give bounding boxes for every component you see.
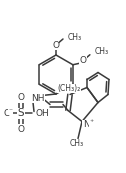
Text: O: O [18,93,24,102]
Text: CH₃: CH₃ [68,33,82,42]
Text: ⁻: ⁻ [8,106,12,115]
Text: OH: OH [36,109,50,118]
Text: O: O [4,109,10,118]
Text: (CH₃)₂: (CH₃)₂ [57,84,81,93]
Text: S: S [18,108,24,119]
Text: N: N [83,120,89,129]
Text: NH: NH [31,94,45,103]
Text: O: O [79,56,86,65]
Text: ⁺: ⁺ [89,118,94,127]
Text: CH₃: CH₃ [95,47,109,56]
Text: O: O [18,125,24,134]
Text: O: O [52,40,59,49]
Text: CH₃: CH₃ [70,139,84,148]
